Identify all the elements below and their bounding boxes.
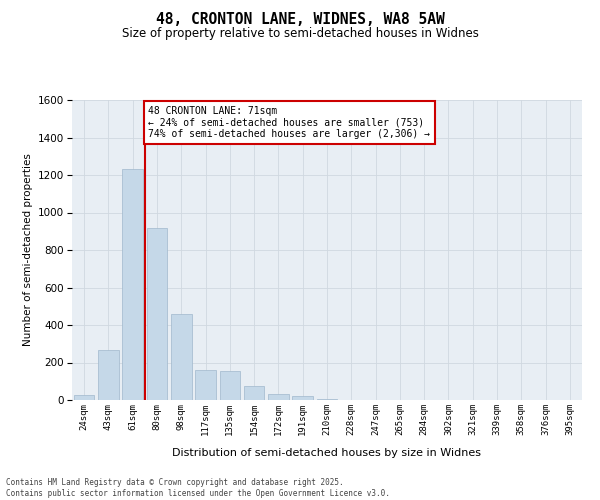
Text: 48 CRONTON LANE: 71sqm
← 24% of semi-detached houses are smaller (753)
74% of se: 48 CRONTON LANE: 71sqm ← 24% of semi-det…: [149, 106, 431, 139]
Bar: [220, 371, 240, 400]
Bar: [98, 350, 119, 400]
Bar: [195, 370, 216, 400]
Bar: [171, 314, 191, 400]
Bar: [146, 228, 167, 400]
Bar: [317, 399, 337, 400]
Bar: [122, 170, 143, 400]
Bar: [292, 396, 313, 400]
Bar: [268, 394, 289, 400]
Bar: [244, 386, 265, 400]
Y-axis label: Number of semi-detached properties: Number of semi-detached properties: [23, 154, 32, 346]
Text: Contains HM Land Registry data © Crown copyright and database right 2025.
Contai: Contains HM Land Registry data © Crown c…: [6, 478, 390, 498]
Text: Size of property relative to semi-detached houses in Widnes: Size of property relative to semi-detach…: [122, 28, 478, 40]
Bar: [74, 396, 94, 400]
Text: 48, CRONTON LANE, WIDNES, WA8 5AW: 48, CRONTON LANE, WIDNES, WA8 5AW: [155, 12, 445, 28]
Text: Distribution of semi-detached houses by size in Widnes: Distribution of semi-detached houses by …: [173, 448, 482, 458]
